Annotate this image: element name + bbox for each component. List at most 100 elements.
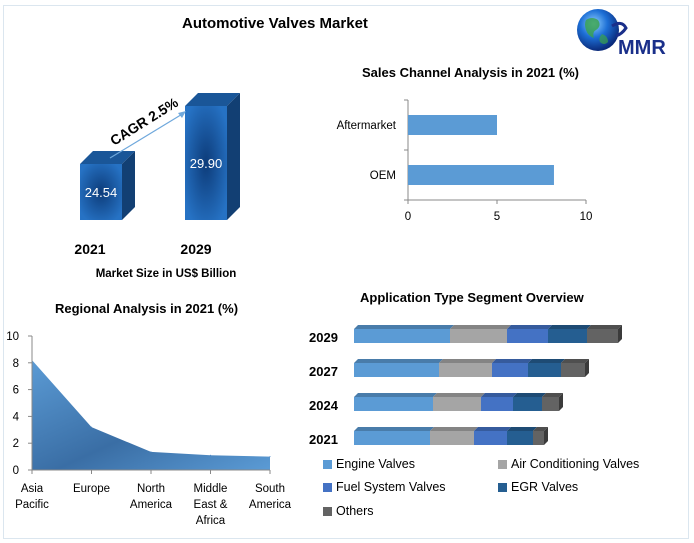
logo-text: MMR bbox=[618, 37, 666, 59]
legend-label: Engine Valves bbox=[336, 457, 415, 471]
segment-top bbox=[481, 393, 517, 397]
regional-title: Regional Analysis in 2021 (%) bbox=[55, 301, 239, 316]
mmr-logo: MMR bbox=[572, 6, 684, 64]
segment-others bbox=[587, 329, 618, 343]
y-tick-label: 0 bbox=[13, 465, 19, 477]
x-tick-label: 5 bbox=[494, 211, 500, 223]
x-tick-label: America bbox=[130, 499, 173, 511]
cagr-arrow bbox=[109, 112, 185, 159]
x-tick-label: Africa bbox=[196, 515, 226, 527]
stacked-bar-2021 bbox=[354, 427, 548, 445]
y-tick-label: 4 bbox=[13, 411, 20, 423]
x-tick-label: Pacific bbox=[15, 499, 49, 511]
x-tick-label: America bbox=[249, 499, 292, 511]
data-point bbox=[210, 454, 211, 456]
segment-top bbox=[542, 393, 563, 397]
segment-top bbox=[533, 427, 548, 431]
bar-top-face bbox=[80, 151, 135, 164]
segment-top bbox=[513, 393, 546, 397]
x-label-2029: 2029 bbox=[180, 241, 211, 257]
segment-top bbox=[587, 325, 622, 329]
application-type-chart: 2029 2027 2024 2021 bbox=[309, 325, 622, 447]
legend-item-others: Others bbox=[323, 504, 374, 518]
segment-others bbox=[533, 431, 544, 445]
y-tick-label: Aftermarket bbox=[337, 120, 397, 132]
legend-swatch bbox=[498, 482, 507, 492]
data-point bbox=[150, 451, 152, 453]
bar-side-face bbox=[122, 151, 135, 220]
x-tick-label: Asia bbox=[21, 483, 44, 495]
y-tick-label: 6 bbox=[13, 385, 19, 397]
segment-fuel-system-valves bbox=[507, 329, 548, 343]
segment-air-conditioning-valves bbox=[430, 431, 474, 445]
segment-top bbox=[450, 325, 511, 329]
segment-side bbox=[618, 325, 622, 343]
regional-chart: 0 2 4 6 8 10 Asia Pacific Europe North America Midd… bbox=[6, 331, 292, 527]
legend-label: Air Conditioning Valves bbox=[511, 457, 640, 471]
bar-aftermarket bbox=[408, 115, 497, 135]
legend-swatch bbox=[323, 459, 332, 469]
segment-engine-valves bbox=[354, 363, 439, 377]
segment-air-conditioning-valves bbox=[450, 329, 507, 343]
x-tick-label: Europe bbox=[73, 483, 110, 495]
bar-top-face bbox=[185, 93, 240, 106]
segment-others bbox=[542, 397, 559, 411]
segment-side bbox=[544, 427, 548, 445]
segment-egr-valves bbox=[513, 397, 542, 411]
y-tick-label: 2 bbox=[13, 438, 19, 450]
sales-channel-chart: 0 5 10 Aftermarket OEM bbox=[337, 99, 593, 223]
stacked-bar-2024 bbox=[354, 393, 563, 411]
segment-top bbox=[507, 427, 537, 431]
x-tick-label: 10 bbox=[580, 211, 593, 223]
bar-front-face bbox=[80, 164, 122, 220]
legend-item-fuel-system-valves: Fuel System Valves bbox=[323, 480, 446, 494]
segment-fuel-system-valves bbox=[481, 397, 513, 411]
segment-engine-valves bbox=[354, 431, 430, 445]
legend-item-ac-valves: Air Conditioning Valves bbox=[498, 457, 639, 471]
segment-egr-valves bbox=[507, 431, 533, 445]
x-tick-label: North bbox=[137, 483, 165, 495]
segment-egr-valves bbox=[528, 363, 561, 377]
x-label-2021: 2021 bbox=[74, 241, 105, 257]
segment-top bbox=[433, 393, 485, 397]
data-point bbox=[91, 426, 92, 428]
bar-oem bbox=[408, 165, 554, 185]
segment-engine-valves bbox=[354, 329, 450, 343]
legend-label: EGR Valves bbox=[511, 480, 579, 494]
legend-label: Fuel System Valves bbox=[336, 480, 446, 494]
year-label: 2029 bbox=[309, 330, 338, 345]
x-tick-label: South bbox=[255, 483, 285, 495]
bar-front-face bbox=[185, 106, 227, 220]
x-tick-label: East & bbox=[194, 499, 228, 511]
x-tick-label: 0 bbox=[405, 211, 411, 223]
page-title: Automotive Valves Market bbox=[182, 15, 368, 32]
segment-top bbox=[561, 359, 589, 363]
segment-fuel-system-valves bbox=[474, 431, 507, 445]
bar-value-label: 29.90 bbox=[190, 156, 223, 171]
segment-engine-valves bbox=[354, 397, 433, 411]
legend-swatch bbox=[498, 459, 507, 469]
bar-side-face bbox=[227, 93, 240, 220]
globe-icon: MMR bbox=[577, 9, 666, 59]
segment-air-conditioning-valves bbox=[433, 397, 481, 411]
legend-label: Others bbox=[336, 504, 374, 518]
segment-top bbox=[354, 359, 443, 363]
sales-channel-title: Sales Channel Analysis in 2021 (%) bbox=[362, 65, 579, 80]
segment-top bbox=[354, 325, 454, 329]
market-size-axis-label: Market Size in US$ Billion bbox=[96, 268, 237, 280]
segment-top bbox=[354, 427, 434, 431]
y-tick-label: 10 bbox=[6, 331, 19, 343]
segment-top bbox=[548, 325, 591, 329]
application-type-title: Application Type Segment Overview bbox=[360, 290, 584, 305]
segment-top bbox=[439, 359, 496, 363]
segment-top bbox=[507, 325, 552, 329]
stacked-bar-2027 bbox=[354, 359, 589, 377]
segment-top bbox=[430, 427, 478, 431]
data-point bbox=[269, 456, 271, 458]
year-label: 2027 bbox=[309, 364, 338, 379]
legend-item-engine-valves: Engine Valves bbox=[323, 457, 415, 471]
segment-top bbox=[528, 359, 565, 363]
segment-egr-valves bbox=[548, 329, 587, 343]
segment-air-conditioning-valves bbox=[439, 363, 492, 377]
